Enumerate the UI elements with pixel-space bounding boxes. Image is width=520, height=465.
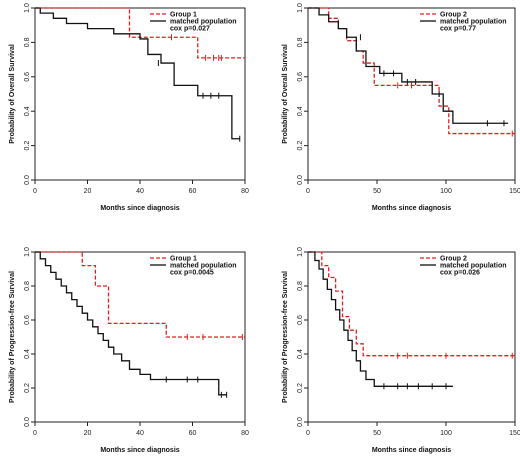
x-tick-label: 60	[189, 430, 197, 437]
plot-frame	[307, 7, 516, 181]
km-panel-4: 0 50 100 150 0.0 0.2 0.4 0.6 0.8 1.0 Months since …	[282, 247, 520, 454]
km-panel-2: 0 50 100 150 0.0 0.2 0.4 0.6 0.8 1.0 Months since …	[282, 3, 520, 212]
y-tick-label: 0.6	[24, 72, 31, 82]
x-tick-label: 100	[440, 188, 452, 195]
y-tick-label: 0.6	[24, 315, 31, 325]
y-tick-label: 1.0	[297, 247, 304, 257]
y-tick-label: 1.0	[297, 3, 304, 13]
legend-label: matched population	[170, 19, 237, 26]
x-tick-label: 40	[136, 430, 144, 437]
legend-pvalue: cox p=0.77	[440, 26, 476, 33]
plot-frame	[34, 251, 246, 423]
km-curve-group	[308, 7, 515, 135]
y-tick-label: 0.4	[24, 106, 31, 116]
y-tick-label: 0.8	[297, 281, 304, 291]
x-tick-label: 50	[373, 188, 381, 195]
x-tick-label: 100	[440, 430, 452, 437]
y-tick-label: 1.0	[24, 247, 31, 257]
y-tick-label: 0.0	[24, 417, 31, 427]
y-tick-label: 0.4	[297, 106, 304, 116]
x-tick-label: 20	[84, 430, 92, 437]
legend-label: matched population	[440, 19, 507, 26]
km-panel-3: 0 20 40 60 80 0.0 0.2 0.4 0.6 0.8 1.0 Months since …	[9, 247, 249, 454]
x-tick-label: 20	[84, 188, 92, 195]
legend-label: matched population	[440, 263, 507, 270]
legend-label: Group 1	[170, 12, 197, 19]
km-curve-group	[35, 7, 245, 59]
km-curve-matched	[308, 7, 509, 124]
y-tick-label: 0.2	[297, 383, 304, 393]
y-tick-label: 0.0	[297, 175, 304, 185]
y-axis-label: Probability of Overall Survival	[9, 44, 16, 144]
legend-label: Group 2	[440, 12, 467, 19]
x-tick-label: 0	[33, 188, 37, 195]
x-tick-label: 80	[241, 430, 249, 437]
legend-pvalue: cox p=0.026	[440, 270, 480, 277]
y-tick-label: 0.4	[24, 349, 31, 359]
y-tick-label: 0.0	[24, 175, 31, 185]
legend-pvalue: cox p=0.0045	[170, 270, 214, 277]
x-axis-label: Months since diagnosis	[372, 447, 451, 454]
y-tick-label: 0.4	[297, 349, 304, 359]
km-panel-1: 0 20 40 60 80 0.0 0.2 0.4 0.6 0.8 1.0 Months since …	[9, 3, 249, 212]
x-tick-label: 50	[373, 430, 381, 437]
x-axis-label: Months since diagnosis	[100, 447, 179, 454]
y-tick-label: 0.6	[297, 315, 304, 325]
km-curve-group	[35, 251, 245, 338]
y-axis-label: Probability of Overall Survival	[282, 44, 289, 144]
y-axis-label: Probability of Progression-free Survival	[282, 271, 289, 403]
legend-label: Group 2	[440, 256, 467, 263]
x-axis-label: Months since diagnosis	[372, 205, 451, 212]
x-tick-label: 40	[136, 188, 144, 195]
legend-pvalue: cox p=0.027	[170, 26, 210, 33]
y-axis-label: Probability of Progression-free Survival	[9, 271, 16, 403]
km-curve-matched	[35, 7, 240, 140]
x-tick-label: 0	[33, 430, 37, 437]
y-tick-label: 0.8	[24, 37, 31, 47]
x-tick-label: 150	[509, 430, 520, 437]
y-tick-label: 1.0	[24, 3, 31, 13]
x-axis-label: Months since diagnosis	[100, 205, 179, 212]
x-tick-label: 0	[306, 430, 310, 437]
y-tick-label: 0.8	[297, 37, 304, 47]
legend-label: matched population	[170, 263, 237, 270]
km-curve-group	[308, 251, 515, 357]
plot-frame	[307, 251, 516, 423]
km-curve-matched	[35, 251, 227, 396]
y-tick-label: 0.8	[24, 281, 31, 291]
y-tick-label: 0.2	[24, 141, 31, 151]
x-tick-label: 60	[189, 188, 197, 195]
km-curve-matched	[308, 251, 453, 387]
x-tick-label: 80	[241, 188, 249, 195]
y-tick-label: 0.6	[297, 72, 304, 82]
legend-label: Group 1	[170, 256, 197, 263]
y-tick-label: 0.2	[24, 383, 31, 393]
x-tick-label: 150	[509, 188, 520, 195]
y-tick-label: 0.0	[297, 417, 304, 427]
x-tick-label: 0	[306, 188, 310, 195]
y-tick-label: 0.2	[297, 141, 304, 151]
